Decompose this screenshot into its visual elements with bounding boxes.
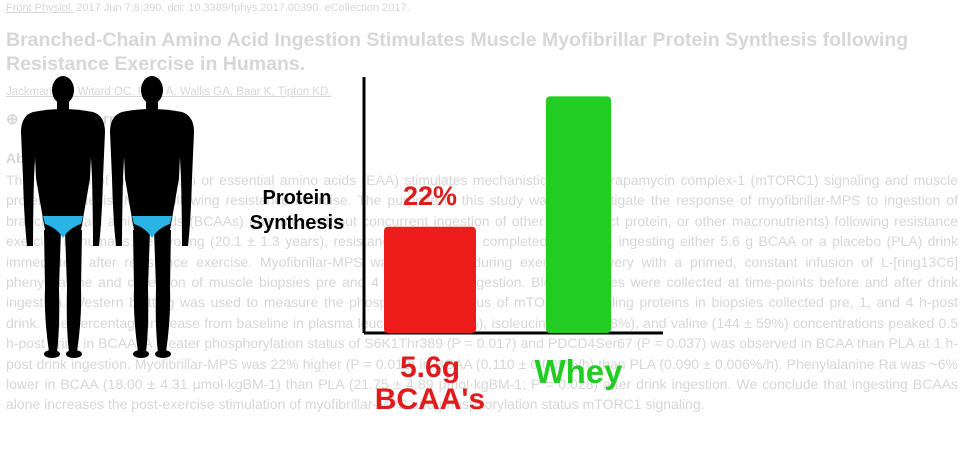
muscular-male-figure-icon (110, 76, 194, 358)
bar-value-label: 22% (402, 180, 458, 211)
citation: Front Physiol. 2017 Jun 7;8:390. doi: 10… (6, 2, 410, 14)
figures (21, 76, 194, 358)
abstract-text: The ingestion of intact protein or essen… (6, 172, 958, 413)
y-axis-label: Protein Synthesis (249, 187, 345, 234)
bar-bcaa (384, 226, 476, 333)
citation-details: 2017 Jun 7;8:390. doi: 10.3389/fphys.201… (73, 2, 410, 14)
bar-whey (546, 96, 611, 333)
category-label-line: 5.6g (399, 351, 461, 384)
muscular-male-figure-icon (21, 76, 105, 358)
category-label-line: Whey (534, 353, 623, 390)
paper-title: Branched-Chain Amino Acid Ingestion Stim… (6, 29, 909, 75)
background-paper-abstract: Front Physiol. 2017 Jun 7;8:390. doi: 10… (6, 0, 970, 476)
category-label-line: BCAA's (374, 383, 486, 416)
author-list[interactable]: Jackman SR, Witard OC, Philp A, Wallis G… (6, 86, 332, 98)
journal-link[interactable]: Front Physiol. (6, 2, 74, 14)
chart-bars (384, 96, 611, 333)
category-label-whey: Whey (489, 353, 669, 390)
category-label-bcaa: 5.6g BCAA's (340, 352, 520, 416)
